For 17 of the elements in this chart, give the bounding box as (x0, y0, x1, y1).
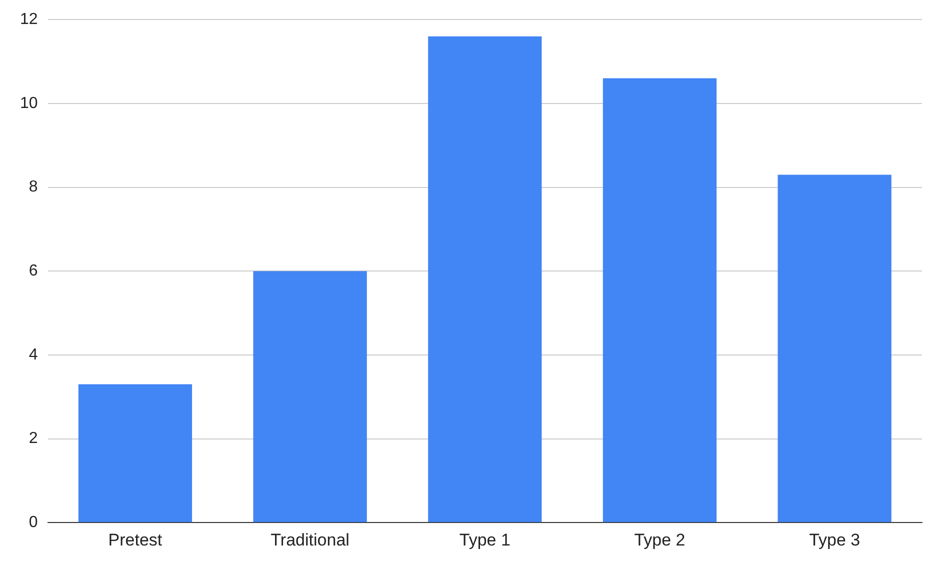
x-tick-label: Type 1 (459, 530, 510, 550)
bar (602, 78, 717, 522)
x-tick-label: Pretest (108, 530, 162, 550)
x-tick-label: Traditional (270, 530, 350, 550)
bar (778, 174, 892, 522)
bar (428, 36, 542, 522)
y-tick-label: 0 (28, 514, 38, 532)
x-tick-label: Type 2 (634, 530, 686, 550)
y-tick-label: 4 (28, 346, 38, 364)
bar (253, 271, 367, 522)
bar (78, 384, 192, 522)
x-tick-label: Type 3 (809, 530, 860, 550)
y-tick-label: 12 (20, 11, 38, 28)
y-tick-label: 2 (28, 430, 38, 448)
y-tick-label: 8 (28, 178, 38, 196)
y-tick-label: 6 (28, 262, 38, 280)
y-tick-label: 10 (20, 94, 38, 112)
